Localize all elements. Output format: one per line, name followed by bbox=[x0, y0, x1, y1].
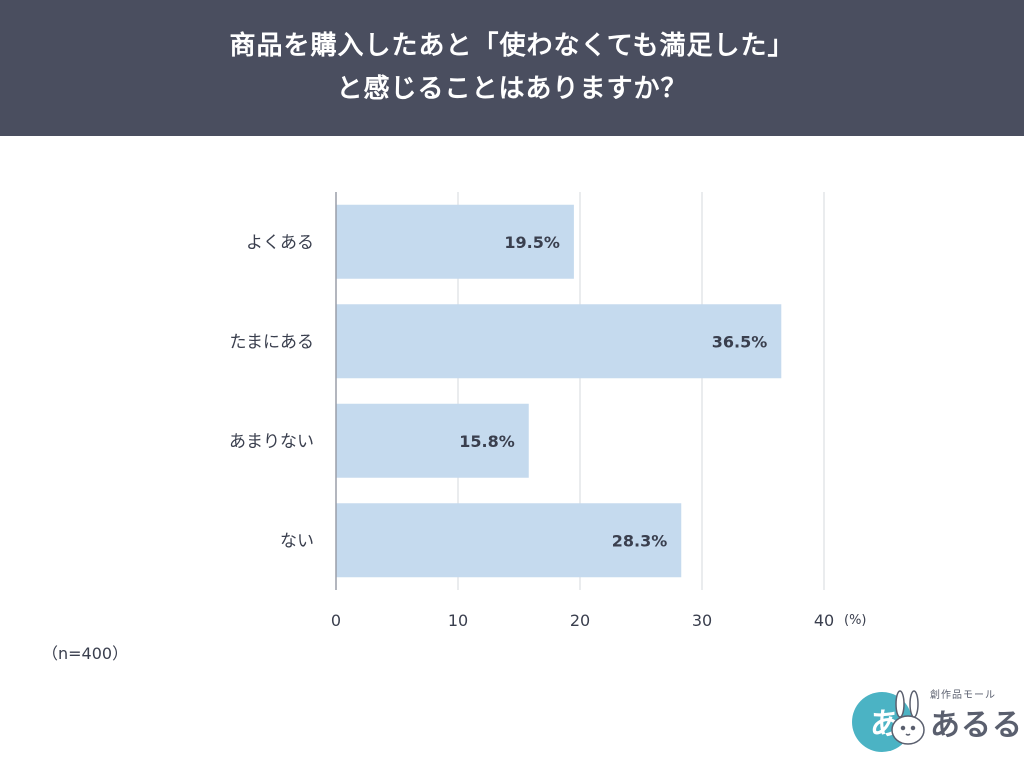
x-tick-label-0: 0 bbox=[331, 611, 341, 630]
category-label-2: あまりない bbox=[229, 432, 314, 452]
x-tick-label-10: 10 bbox=[448, 611, 468, 630]
x-unit-label: (%) bbox=[844, 613, 867, 628]
value-label-1: 36.5% bbox=[712, 332, 768, 351]
bar-0 bbox=[336, 204, 574, 279]
chart-header: 商品を購入したあと「使わなくても満足した」 と感じることはありますか？ bbox=[0, 0, 1024, 136]
sample-size-note: （n=400） bbox=[42, 644, 129, 663]
category-label-0: よくある bbox=[246, 233, 314, 253]
value-label-0: 19.5% bbox=[504, 233, 560, 252]
value-label-3: 28.3% bbox=[612, 531, 668, 550]
x-tick-label-40: 40 bbox=[814, 611, 834, 630]
logo-text: あるる bbox=[930, 708, 1023, 743]
chart-area: よくある 19.5% たまにある 36.5% あまりない 15.8% ない 28.3% 0 10 2… bbox=[0, 136, 1024, 768]
bar-1 bbox=[336, 304, 782, 379]
value-label-2: 15.8% bbox=[459, 432, 515, 451]
x-tick-label-20: 20 bbox=[570, 611, 590, 630]
x-tick-label-30: 30 bbox=[692, 611, 712, 630]
category-label-1: たまにある bbox=[230, 332, 315, 352]
rabbit-icon bbox=[891, 690, 925, 745]
bar-chart: よくある 19.5% たまにある 36.5% あまりない 15.8% ない 28.3% 0 10 2… bbox=[229, 192, 867, 630]
logo-subtext: 創作品モール bbox=[930, 690, 996, 701]
bar-3 bbox=[336, 503, 682, 578]
chart-title-line2: と感じることはありますか？ bbox=[336, 74, 688, 104]
bar-2 bbox=[336, 403, 529, 478]
category-label-3: ない bbox=[280, 531, 314, 551]
logo-mark: あ bbox=[852, 690, 925, 752]
chart-title-line1: 商品を購入したあと「使わなくても満足した」 bbox=[229, 31, 795, 61]
